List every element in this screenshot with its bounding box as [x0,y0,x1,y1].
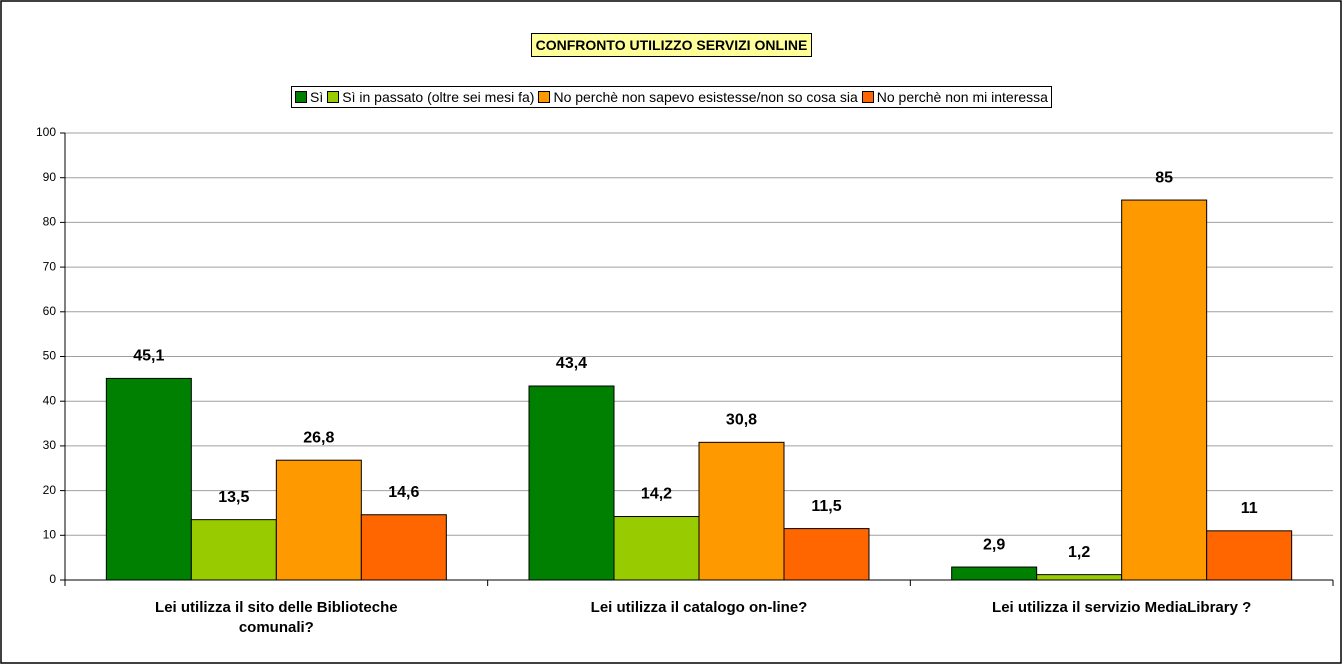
data-label: 2,9 [983,536,1005,553]
x-tick-label: Lei utilizza il sito delle Biblioteche c… [155,599,398,636]
chart-title: CONFRONTO UTILIZZO SERVIZI ONLINE [530,33,813,57]
data-label: 45,1 [133,348,164,365]
data-label: 26,8 [303,429,334,446]
bar [1206,530,1293,581]
bar [190,519,277,581]
bar [951,566,1038,581]
bar [1036,574,1123,581]
y-tick-label: 60 [43,304,57,318]
data-label: 11,5 [811,498,841,515]
y-tick-label: 70 [43,259,57,273]
bar [360,514,447,581]
bar [613,516,700,581]
y-tick-label: 30 [43,438,57,452]
data-label: 30,8 [726,412,757,429]
y-tick-label: 80 [43,215,57,229]
legend-item: No perchè non mi interessa [861,89,1048,105]
data-label: 43,4 [556,355,587,372]
legend-swatch [295,91,308,103]
legend-label: Sì [310,89,324,105]
y-tick-label: 0 [49,572,56,586]
data-label: 14,6 [388,484,419,501]
data-label: 13,5 [218,489,249,506]
y-tick-label: 50 [43,349,57,363]
legend-swatch [538,91,551,103]
bar [783,528,870,581]
y-tick-label: 10 [43,527,57,541]
legend-swatch [861,91,874,103]
title-box: CONFRONTO UTILIZZO SERVIZI ONLINE [0,33,1343,57]
bar [105,377,192,581]
legend-label: No perchè non sapevo esistesse/non so co… [553,89,858,105]
bar [275,459,362,581]
y-tick-label: 100 [36,125,56,139]
data-label: 14,2 [641,486,672,503]
bar [528,385,615,581]
bar [698,441,785,581]
data-label: 1,2 [1068,544,1090,561]
legend-label: Sì in passato (oltre sei mesi fa) [342,89,535,105]
legend-box: Sì Sì in passato (oltre sei mesi fa) No pe… [291,86,1052,108]
x-tick-label: Lei utilizza il servizio MediaLibrary ? [992,599,1252,616]
bar [1121,199,1208,581]
legend: Sì Sì in passato (oltre sei mesi fa) No pe… [0,86,1343,108]
legend-item: Sì [295,89,323,105]
legend-item: No perchè non sapevo esistesse/non so co… [538,89,858,105]
legend-label: No perchè non mi interessa [876,89,1048,105]
y-tick-label: 40 [43,393,57,407]
legend-swatch [327,91,340,103]
x-tick-label: Lei utilizza il catalogo on-line? [590,599,808,616]
y-tick-label: 20 [43,483,57,497]
legend-item: Sì in passato (oltre sei mesi fa) [327,89,534,105]
data-label: 85 [1155,169,1173,186]
data-label: 11 [1241,500,1258,517]
y-tick-label: 90 [43,170,57,184]
